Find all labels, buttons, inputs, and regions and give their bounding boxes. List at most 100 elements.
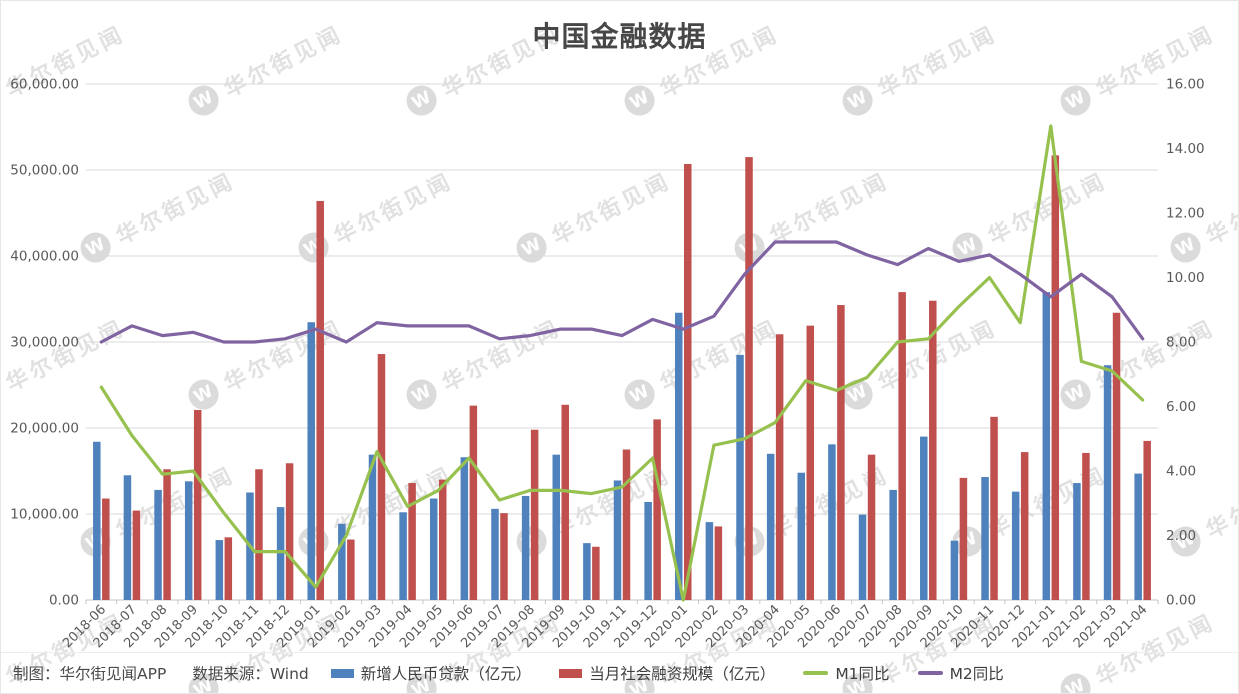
loans-bar-2020-02	[705, 522, 714, 600]
tsf-bar-2020-03	[745, 157, 753, 600]
loans-bar-2020-11	[981, 477, 989, 600]
tsf-bar-2021-02	[1082, 452, 1090, 600]
loans-bar-2019-03	[368, 454, 377, 600]
loans-bar-2020-04	[766, 453, 775, 600]
loans-bar-2019-05	[429, 498, 438, 600]
loans-bar-2019-02	[338, 523, 346, 600]
credit-text: 制图：华尔街见闻APP	[13, 665, 167, 683]
loans-bar-2019-07	[491, 508, 499, 600]
tsf-bar-2018-09	[193, 409, 202, 600]
loans-bar-2019-12	[644, 501, 652, 600]
loans-bar-2020-07	[858, 514, 867, 600]
left-axis-tick-label: 50,000.00	[10, 163, 79, 179]
loans-bar-2018-08	[154, 489, 162, 600]
loans-bar-2021-03	[1103, 365, 1112, 600]
tsf-bar-2019-10	[592, 546, 600, 600]
right-axis-tick-label: 16.00	[1166, 77, 1205, 93]
chart-title: 中国金融数据	[532, 20, 707, 53]
loans-bar-2019-11	[613, 480, 622, 600]
loans-bar-2020-10	[950, 540, 959, 600]
tsf-bar-2019-06	[469, 405, 478, 600]
loans-bar-2018-12	[276, 507, 285, 600]
tsf-bar-2020-09	[929, 300, 937, 600]
tsf-bar-2020-08	[898, 292, 906, 600]
tsf-bar-2019-02	[347, 539, 355, 600]
tsf-bar-2019-12	[653, 419, 661, 600]
m2-line	[99, 240, 1145, 344]
legend-item-loans: 新增人民币贷款（亿元）	[330, 662, 532, 684]
legend-item-m1: M1同比	[803, 662, 890, 684]
right-axis-tick-label: 12.00	[1166, 206, 1205, 222]
loans-bar-2019-04	[399, 512, 407, 600]
tsf-bar-2019-04	[408, 483, 416, 600]
loans-bar-2020-03	[736, 354, 744, 600]
loans-bar-2019-08	[521, 495, 530, 600]
loans-bar-2021-02	[1073, 483, 1081, 600]
right-axis-tick-label: 6.00	[1166, 399, 1196, 415]
tsf-bar-2018-10	[224, 537, 233, 600]
m1-legend-label: M1同比	[835, 665, 890, 683]
tsf-bar-2020-02	[714, 526, 723, 600]
tsf-bar-2019-09	[561, 404, 569, 600]
tsf-bar-2018-12	[285, 463, 294, 600]
tsf-bar-2020-05	[806, 325, 815, 600]
source-text: 数据来源：Wind	[192, 665, 309, 683]
left-axis-tick-label: 40,000.00	[10, 249, 79, 265]
right-axis-tick-label: 2.00	[1166, 528, 1196, 544]
loans-bar-2020-08	[889, 489, 897, 600]
legend-item-m2: M2同比	[917, 662, 1004, 684]
loans-bar-2018-06	[93, 441, 101, 600]
left-axis-tick-label: 60,000.00	[10, 77, 79, 93]
right-axis-tick-label: 8.00	[1166, 335, 1196, 351]
loans-bar-2020-01	[675, 312, 683, 600]
loans-bar-2019-09	[552, 454, 560, 600]
footer-bar: 制图：华尔街见闻APP 数据来源：Wind 新增人民币贷款（亿元） 当月社会融资…	[1, 652, 1238, 693]
tsf-bar-2019-11	[622, 449, 631, 600]
loans-bar-2018-09	[184, 481, 193, 600]
tsf-bar-2018-07	[132, 510, 141, 600]
loans-bar-2020-12	[1011, 491, 1020, 600]
left-axis-tick-label: 10,000.00	[10, 507, 79, 523]
right-axis-tick-label: 4.00	[1166, 464, 1196, 480]
tsf-bar-2020-12	[1020, 452, 1029, 600]
left-axis-tick-label: 30,000.00	[10, 335, 79, 351]
tsf-bar-2020-11	[990, 416, 998, 600]
loans-bar-2018-10	[215, 540, 224, 600]
tsf-bar-2019-01	[316, 200, 324, 600]
loans-legend-swatch	[330, 668, 354, 678]
tsf-bar-2021-01	[1051, 155, 1060, 600]
loans-bar-2020-09	[920, 436, 928, 600]
tsf-bar-2019-07	[500, 513, 508, 600]
m2-legend-swatch	[917, 671, 943, 675]
tsf-legend-label: 当月社会融资规模（亿元）	[589, 665, 776, 683]
m1-line	[99, 124, 1145, 602]
tsf-bar-2018-08	[163, 469, 171, 600]
right-axis-tick-label: 10.00	[1166, 270, 1205, 286]
tsf-bar-2018-11	[255, 469, 263, 600]
loans-bar-2021-04	[1134, 473, 1142, 600]
legend-item-tsf: 当月社会融资规模（亿元）	[559, 662, 775, 684]
tsf-legend-swatch	[559, 668, 583, 678]
tsf-bar-2019-08	[530, 429, 539, 600]
tsf-bar-2020-10	[959, 477, 968, 600]
tsf-bar-2019-03	[377, 354, 386, 600]
right-axis-tick-label: 14.00	[1166, 141, 1205, 157]
tsf-bar-2021-03	[1112, 312, 1121, 600]
loans-bar-2019-01	[307, 322, 315, 600]
left-axis-tick-label: 20,000.00	[10, 421, 79, 437]
loans-bar-2020-05	[797, 472, 806, 600]
loans-bar-2018-07	[123, 475, 132, 600]
right-axis-tick-label: 0.00	[1166, 593, 1196, 609]
loans-legend-label: 新增人民币贷款（亿元）	[360, 665, 532, 683]
tsf-bar-2020-04	[775, 334, 784, 600]
left-axis-tick-label: 0.00	[49, 593, 79, 609]
chart-legend: 新增人民币贷款（亿元） 当月社会融资规模（亿元） M1同比 M2同比	[330, 662, 1004, 684]
m2-legend-label: M2同比	[949, 665, 1004, 683]
loans-bar-2020-06	[828, 444, 836, 600]
loans-bar-2019-10	[583, 543, 591, 600]
loans-bar-2019-06	[460, 457, 469, 600]
tsf-bar-2018-06	[102, 498, 110, 600]
tsf-bar-2021-04	[1143, 440, 1151, 600]
